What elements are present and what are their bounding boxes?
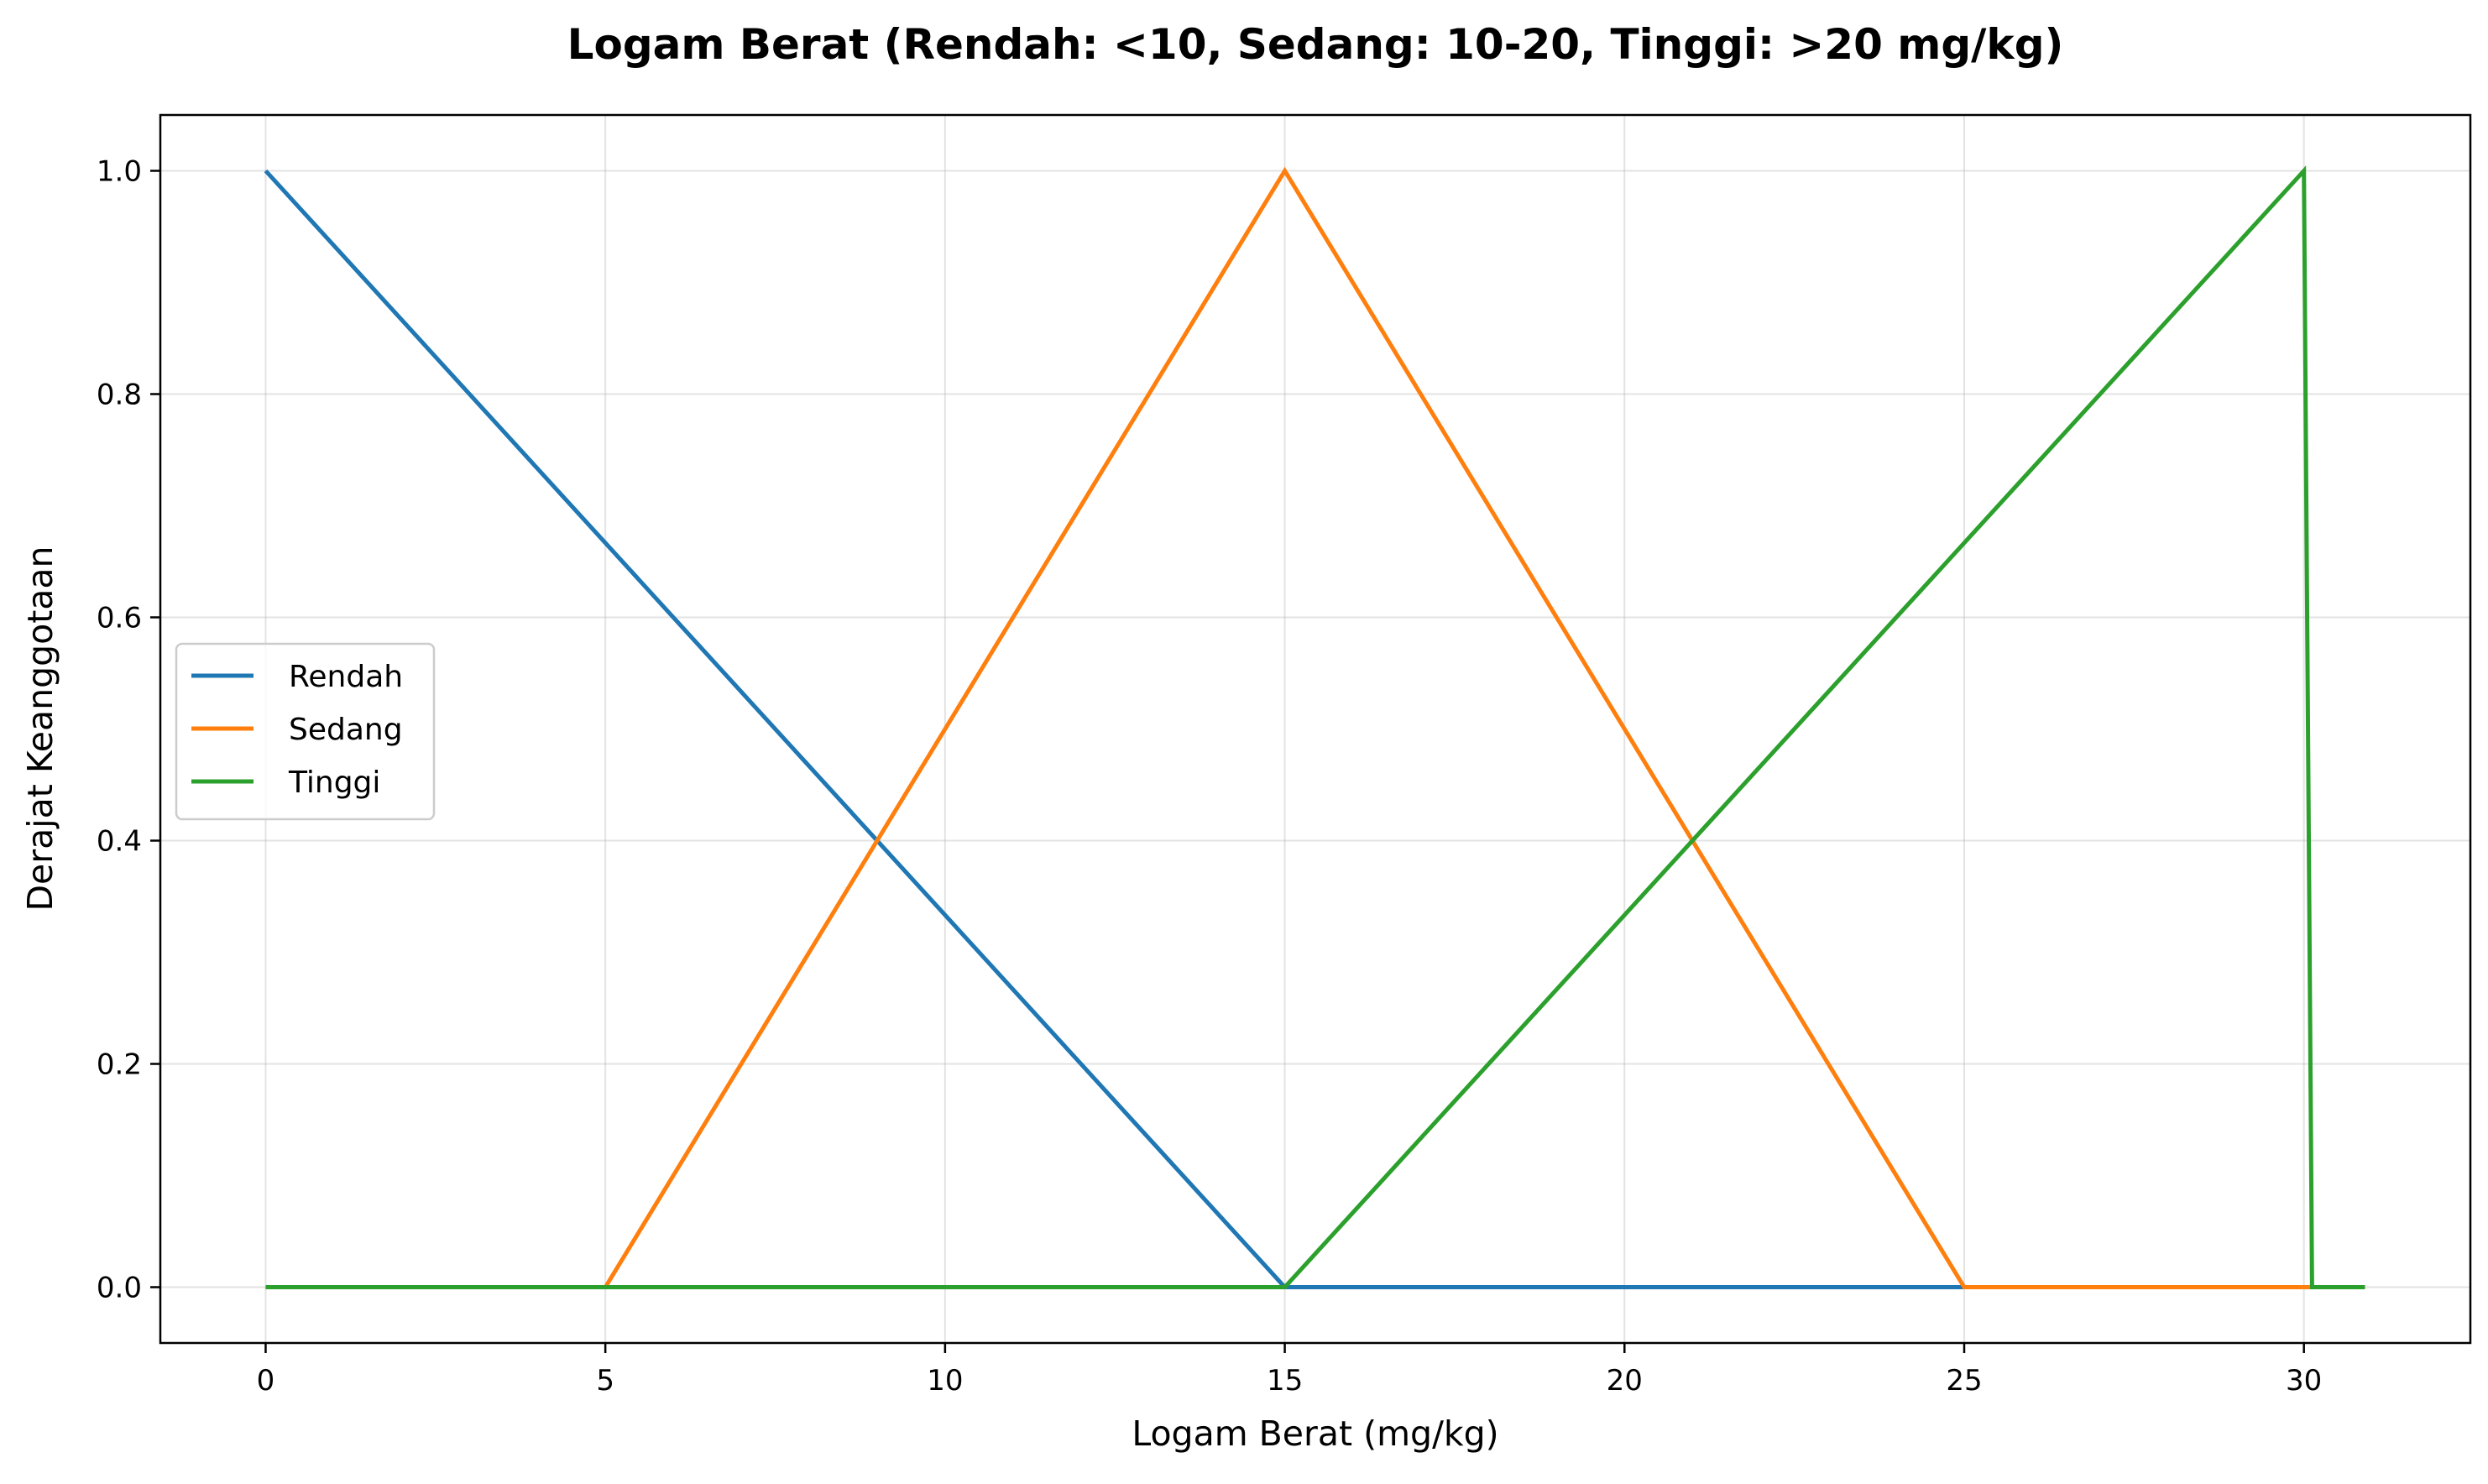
- y-tick-label: 0.4: [97, 825, 142, 859]
- y-tick-label: 0.0: [97, 1272, 142, 1305]
- x-tick-label: 0: [257, 1364, 275, 1398]
- plot-frame: [159, 113, 2472, 1345]
- x-axis-label: Logam Berat (mg/kg): [1132, 1413, 1498, 1454]
- x-tick-label: 15: [1267, 1364, 1303, 1398]
- legend-label-rendah: Rendah: [289, 660, 403, 694]
- legend-label-tinggi: Tinggi: [288, 766, 380, 800]
- plot-series: [264, 165, 2365, 1289]
- y-axis-label: Derajat Keanggotaan: [20, 546, 60, 911]
- legend-box: [175, 642, 436, 821]
- x-tick-label: 5: [596, 1364, 614, 1398]
- series-line-tinggi: [265, 165, 2365, 1289]
- x-tick-label: 20: [1607, 1364, 1643, 1398]
- y-tick-label: 1.0: [97, 155, 142, 189]
- y-tick-label: 0.6: [97, 602, 142, 635]
- chart-title: Logam Berat (Rendah: <10, Sedang: 10-20,…: [567, 20, 2064, 69]
- legend-label-sedang: Sedang: [289, 713, 403, 747]
- y-tick-label: 0.8: [97, 379, 142, 412]
- x-tick-label: 10: [927, 1364, 963, 1398]
- x-tick-label: 25: [1946, 1364, 1982, 1398]
- x-tick-label: 30: [2286, 1364, 2322, 1398]
- legend: Rendah Sedang Tinggi: [175, 642, 436, 821]
- axis-ticks: 0 5 10 15 20 25 30 0.0 0.2 0.4 0.6 0.8 1.0: [97, 155, 2322, 1398]
- y-tick-label: 0.2: [97, 1048, 142, 1082]
